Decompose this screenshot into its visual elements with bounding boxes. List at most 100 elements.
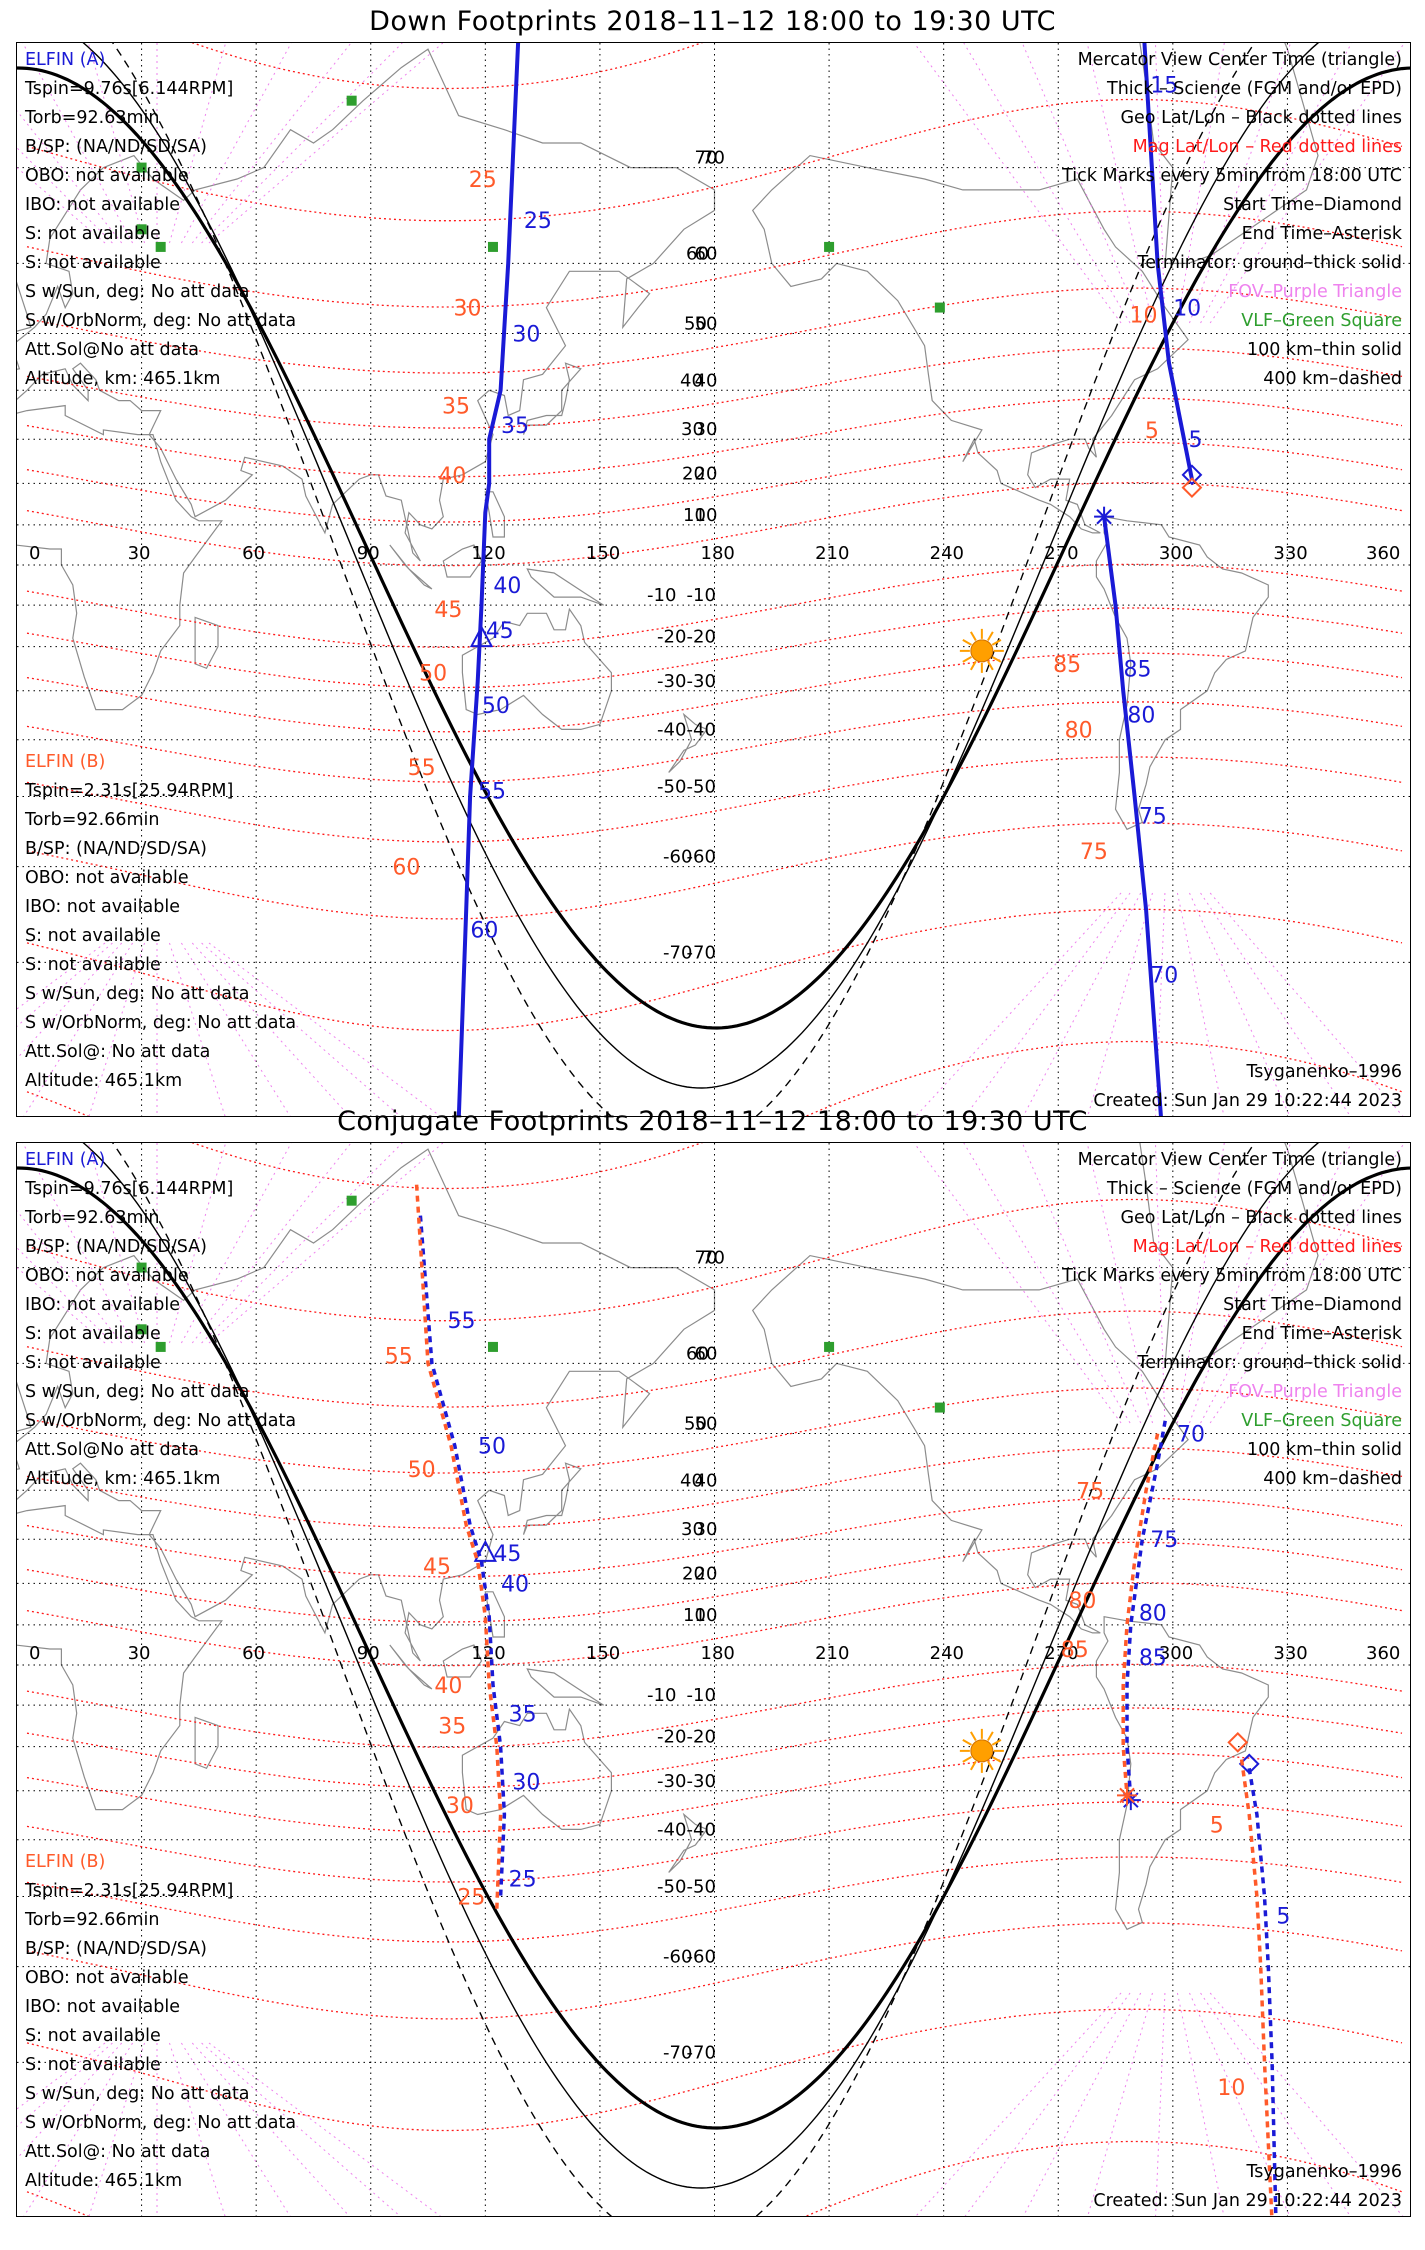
legend-terminator: Terminator: ground–thick solid — [1137, 1353, 1402, 1373]
mag-lat-label: 50 — [684, 1414, 707, 1435]
sc-a-tick-label: 55 — [448, 1309, 476, 1334]
sc-b-tick-label: 5 — [1145, 419, 1159, 444]
sun-ray — [962, 1756, 972, 1763]
fov-line — [1087, 1992, 1153, 2216]
start-diamond — [1181, 464, 1203, 486]
sc-a-tick-label: 30 — [512, 1771, 540, 1796]
sc-b-tick-label: 55 — [385, 1344, 413, 1369]
sun-ray — [962, 1739, 972, 1746]
sc-b-tick-label: 35 — [438, 1715, 466, 1740]
mag-parallel — [26, 822, 1403, 920]
fov-line — [1189, 1143, 1292, 1424]
sc-a-line: S w/Sun, deg: No att data — [25, 1382, 250, 1402]
sc-a-info: ELFIN (A) Tspin=9.76s[6.144RPM] Torb=92.… — [25, 1146, 296, 1494]
coastline — [1095, 1615, 1269, 1931]
sc-b-tick-label: 45 — [434, 598, 462, 623]
lon-tick-label: 0 — [29, 1643, 40, 1664]
lon-tick-label: 180 — [701, 1643, 735, 1664]
fov-line — [1200, 43, 1352, 324]
lat-tick-label: 10 — [695, 1605, 718, 1626]
legend-thick: Thick – Science (FGM and/or EPD) — [1107, 1179, 1402, 1199]
vlf-square — [136, 1324, 147, 1335]
mag-parallel — [26, 397, 1403, 478]
sc-a-tick-label: 50 — [478, 1435, 506, 1460]
sc-a-line: S: not available — [25, 253, 161, 273]
sc-b-tick-label: 80 — [1068, 1589, 1096, 1614]
start-diamond — [1181, 477, 1203, 499]
coastline — [461, 1707, 612, 1830]
mag-parallel — [26, 1663, 1403, 1748]
legend-header: Mercator View Center Time (triangle) — [1077, 50, 1402, 70]
sc-a-tick-label: 80 — [1127, 703, 1155, 728]
vlf-square — [934, 302, 945, 313]
mag-parallel — [26, 287, 1403, 374]
legend-geo: Geo Lat/Lon – Black dotted lines — [1120, 108, 1402, 128]
vlf-square — [155, 1341, 166, 1352]
sc-a-name: ELFIN (A) — [25, 50, 106, 70]
legend-100km: 100 km–thin solid — [1246, 340, 1402, 360]
sc-a-line: S w/OrbNorm, deg: No att data — [25, 311, 297, 331]
sc-a-track — [1247, 1768, 1278, 2216]
sc-b-line: S w/OrbNorm, deg: No att data — [25, 1013, 297, 1033]
mag-parallel — [26, 1922, 1403, 2020]
fov-line — [1189, 892, 1291, 1116]
sun-ray — [962, 639, 972, 646]
fov-line — [23, 942, 134, 1116]
end-asterisk — [1119, 1787, 1135, 1804]
legend-fov: FOV–Purple Triangle — [1228, 1382, 1402, 1402]
sc-a-tick-label: 5 — [1276, 1905, 1290, 1930]
sc-a-line: B/SP: (NA/ND/SD/SA) — [25, 137, 207, 157]
model-label: Tsyganenko–1996 — [1246, 1062, 1402, 1082]
mag-lat-label: -20 — [657, 627, 686, 648]
mag-parallel — [26, 482, 1403, 567]
coastline — [389, 544, 433, 590]
lon-tick-label: 360 — [1366, 1643, 1400, 1664]
sc-a-name: ELFIN (A) — [25, 1150, 106, 1170]
fov-line — [87, 1143, 146, 1344]
fov-line — [88, 2042, 146, 2216]
sc-b-line: Tspin=2.31s[25.94RPM] — [25, 781, 234, 801]
sc-a-line: Att.Sol@No att data — [25, 1440, 199, 1460]
fov-line — [1189, 43, 1292, 324]
fov-line — [1200, 1992, 1351, 2216]
sun-ray — [991, 656, 1002, 663]
sc-b-track — [1239, 1759, 1274, 2216]
center-triangle — [469, 625, 494, 648]
legend-100km: 100 km–thin solid — [1246, 1440, 1402, 1460]
sc-a-info: ELFIN (A) Tspin=9.76s[6.144RPM] Torb=92.… — [25, 46, 296, 394]
sc-b-line: S w/Sun, deg: No att data — [25, 2084, 250, 2104]
coastline — [484, 1591, 505, 1638]
sc-a-tick-label: 35 — [509, 1702, 537, 1727]
coastline — [442, 1644, 483, 1678]
sc-b-line: Tspin=2.31s[25.94RPM] — [25, 1881, 234, 1901]
created-label: Created: Sun Jan 29 10:22:44 2023 — [1093, 1091, 1402, 1111]
coastline — [751, 1254, 1189, 1634]
sc-b-info: ELFIN (B) Tspin=2.31s[25.94RPM] Torb=92.… — [25, 748, 296, 1096]
legend-start: Start Time–Diamond — [1223, 195, 1402, 215]
sc-a-tick-label: 75 — [1150, 1528, 1178, 1553]
sc-a-tick-label: 25 — [524, 209, 552, 234]
lat-tick-label: -70 — [687, 2042, 716, 2063]
legend-terminator: Terminator: ground–thick solid — [1137, 253, 1402, 273]
fov-line — [88, 942, 146, 1116]
mag-lat-label: 10 — [683, 1605, 706, 1626]
down-map-svg: 0 30 60 90 120 150 180 210 240 270 300 330 360 70 60 50… — [17, 43, 1410, 1116]
sc-a-tick-label: 45 — [486, 619, 514, 644]
sc-b-line: Torb=92.66min — [25, 810, 160, 830]
sc-a-line: Torb=92.63min — [25, 1208, 160, 1228]
sc-a-tick-label: 70 — [1177, 1423, 1205, 1448]
sc-a-line: S: not available — [25, 1353, 161, 1373]
sc-b-line: B/SP: (NA/ND/SD/SA) — [25, 1939, 207, 1959]
mag-lat-label: -30 — [657, 1771, 686, 1792]
chart-title-down: Down Footprints 2018–11–12 18:00 to 19:3… — [369, 6, 1056, 37]
lon-tick-label: 60 — [242, 1643, 265, 1664]
sc-b-tick-label: 5 — [1210, 1813, 1224, 1838]
vlf-square — [824, 241, 835, 252]
legend: Mercator View Center Time (triangle) Thi… — [1062, 46, 1402, 394]
lon-tick-label: 60 — [242, 543, 265, 564]
legend-start: Start Time–Diamond — [1223, 1295, 1402, 1315]
fov-line — [180, 942, 291, 1116]
mag-lat-label: 30 — [681, 1519, 704, 1540]
sc-a-line: Altitude, km: 465.1km — [25, 369, 221, 389]
sc-a-line: Tspin=9.76s[6.144RPM] — [25, 1179, 234, 1199]
